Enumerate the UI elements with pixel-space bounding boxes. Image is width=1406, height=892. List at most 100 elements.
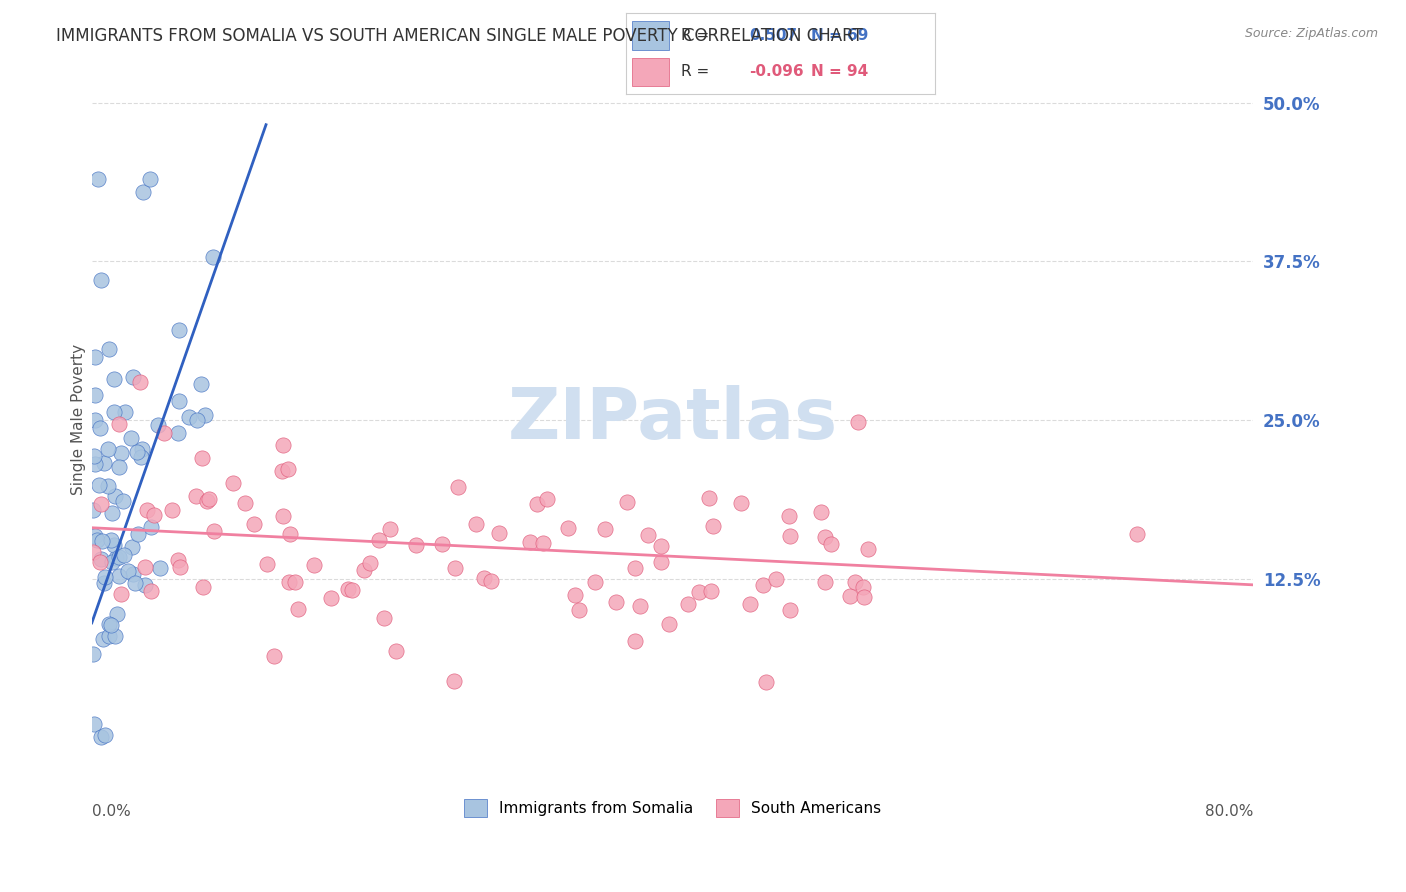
- South Americans: [779, 603, 801, 617]
- South Americans: [353, 563, 375, 577]
- Immigrants from Somalia: [90, 534, 112, 549]
- South Americans: [702, 519, 724, 533]
- South Americans: [605, 595, 627, 609]
- Immigrants from Somalia: [125, 444, 148, 458]
- South Americans: [820, 537, 842, 551]
- Immigrants from Somalia: [86, 533, 108, 547]
- Immigrants from Somalia: [87, 478, 110, 492]
- Immigrants from Somalia: [82, 503, 104, 517]
- Immigrants from Somalia: [103, 372, 125, 386]
- Text: N = 69: N = 69: [811, 28, 869, 43]
- South Americans: [430, 537, 453, 551]
- Immigrants from Somalia: [90, 552, 112, 566]
- South Americans: [779, 529, 801, 543]
- Immigrants from Somalia: [120, 431, 142, 445]
- Immigrants from Somalia: [177, 409, 200, 424]
- South Americans: [336, 582, 359, 596]
- Text: ZIPatlas: ZIPatlas: [508, 385, 838, 454]
- South Americans: [235, 496, 257, 510]
- Text: IMMIGRANTS FROM SOMALIA VS SOUTH AMERICAN SINGLE MALE POVERTY CORRELATION CHART: IMMIGRANTS FROM SOMALIA VS SOUTH AMERICA…: [56, 27, 863, 45]
- Immigrants from Somalia: [139, 520, 162, 534]
- Immigrants from Somalia: [131, 185, 153, 199]
- South Americans: [278, 527, 301, 541]
- South Americans: [152, 425, 174, 440]
- Immigrants from Somalia: [110, 445, 132, 459]
- Immigrants from Somalia: [82, 647, 104, 661]
- Immigrants from Somalia: [107, 550, 129, 565]
- Immigrants from Somalia: [89, 421, 111, 435]
- South Americans: [359, 557, 381, 571]
- Legend: Immigrants from Somalia, South Americans: Immigrants from Somalia, South Americans: [457, 792, 887, 823]
- Immigrants from Somalia: [129, 450, 152, 464]
- Immigrants from Somalia: [89, 273, 111, 287]
- South Americans: [853, 591, 876, 605]
- Immigrants from Somalia: [97, 616, 120, 631]
- Immigrants from Somalia: [131, 442, 153, 456]
- Immigrants from Somalia: [93, 456, 115, 470]
- Text: R =: R =: [682, 63, 710, 78]
- South Americans: [160, 503, 183, 517]
- South Americans: [650, 539, 672, 553]
- South Americans: [447, 480, 470, 494]
- South Americans: [193, 580, 215, 594]
- Immigrants from Somalia: [117, 564, 139, 578]
- South Americans: [838, 590, 860, 604]
- South Americans: [271, 438, 294, 452]
- Immigrants from Somalia: [149, 561, 172, 575]
- South Americans: [479, 574, 502, 588]
- South Americans: [593, 522, 616, 536]
- South Americans: [488, 526, 510, 541]
- Y-axis label: Single Male Poverty: Single Male Poverty: [72, 344, 86, 495]
- Immigrants from Somalia: [114, 405, 136, 419]
- South Americans: [384, 644, 406, 658]
- South Americans: [263, 648, 285, 663]
- South Americans: [184, 489, 207, 503]
- South Americans: [678, 598, 700, 612]
- South Americans: [256, 557, 278, 571]
- South Americans: [373, 611, 395, 625]
- South Americans: [270, 464, 292, 478]
- Immigrants from Somalia: [139, 172, 162, 186]
- South Americans: [90, 497, 112, 511]
- South Americans: [287, 602, 309, 616]
- Immigrants from Somalia: [83, 449, 105, 463]
- South Americans: [697, 491, 720, 505]
- Immigrants from Somalia: [107, 459, 129, 474]
- South Americans: [846, 415, 869, 429]
- Immigrants from Somalia: [127, 527, 149, 541]
- Immigrants from Somalia: [112, 549, 135, 563]
- South Americans: [536, 492, 558, 507]
- FancyBboxPatch shape: [631, 57, 669, 86]
- South Americans: [222, 476, 245, 491]
- South Americans: [616, 495, 638, 509]
- Immigrants from Somalia: [97, 479, 120, 493]
- Immigrants from Somalia: [87, 172, 110, 186]
- South Americans: [128, 375, 150, 389]
- Immigrants from Somalia: [84, 457, 107, 471]
- South Americans: [405, 538, 427, 552]
- Text: -0.096: -0.096: [749, 63, 804, 78]
- Immigrants from Somalia: [166, 426, 188, 441]
- South Americans: [858, 542, 880, 557]
- Immigrants from Somalia: [122, 566, 145, 581]
- South Americans: [564, 588, 586, 602]
- Immigrants from Somalia: [103, 405, 125, 419]
- South Americans: [302, 558, 325, 573]
- Immigrants from Somalia: [83, 387, 105, 401]
- South Americans: [519, 534, 541, 549]
- South Americans: [142, 508, 165, 523]
- South Americans: [730, 496, 752, 510]
- Immigrants from Somalia: [93, 576, 115, 591]
- South Americans: [628, 599, 651, 614]
- South Americans: [284, 575, 307, 590]
- Immigrants from Somalia: [83, 350, 105, 364]
- South Americans: [810, 505, 832, 519]
- South Americans: [624, 633, 647, 648]
- South Americans: [852, 580, 875, 594]
- Text: R =: R =: [682, 28, 710, 43]
- South Americans: [443, 674, 465, 689]
- South Americans: [650, 555, 672, 569]
- Immigrants from Somalia: [167, 394, 190, 409]
- South Americans: [637, 528, 659, 542]
- South Americans: [202, 524, 225, 539]
